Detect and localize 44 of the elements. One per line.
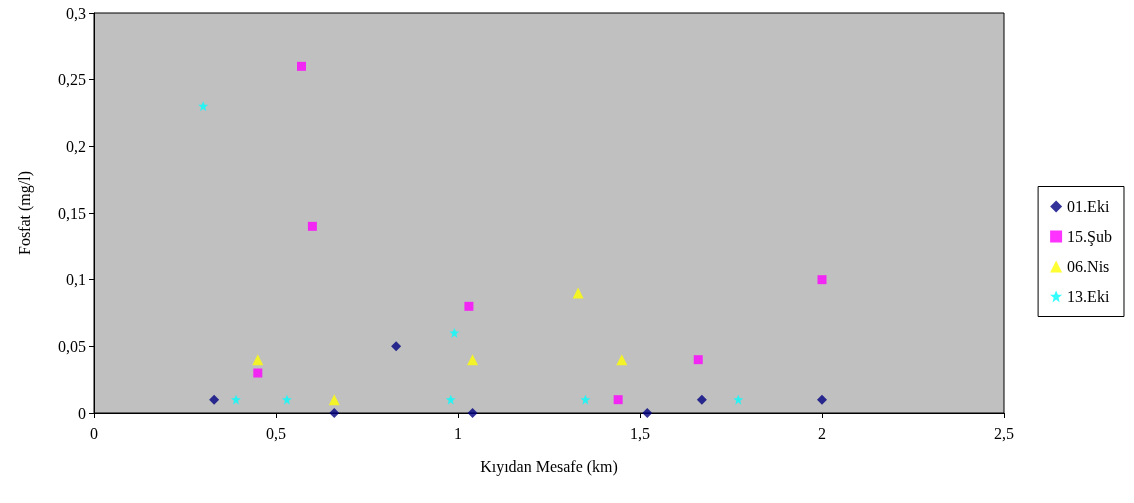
point — [198, 101, 209, 112]
x-tick-label: 0 — [90, 424, 98, 442]
point — [467, 354, 479, 366]
point — [329, 408, 340, 418]
point — [209, 394, 220, 405]
x-tick-label: 2,5 — [994, 424, 1014, 442]
x-tick-label: 1,5 — [630, 424, 650, 442]
point — [642, 408, 653, 418]
point — [253, 368, 263, 378]
point — [296, 61, 306, 71]
y-tick-label: 0,1 — [66, 271, 86, 289]
y-tick-label: 0,2 — [66, 137, 86, 155]
point — [252, 354, 264, 366]
point — [733, 394, 744, 405]
x-axis-title: Kıyıdan Mesafe (km) — [480, 457, 618, 476]
legend-label: 13.Eki — [1067, 288, 1110, 305]
legend-label: 01.Eki — [1067, 198, 1110, 215]
y-tick-label: 0,3 — [66, 4, 86, 22]
y-tick-label: 0,25 — [58, 71, 86, 89]
x-tick-label: 1 — [454, 424, 462, 442]
y-tick-label: 0,15 — [58, 204, 86, 222]
x-tick-label: 0,5 — [266, 424, 286, 442]
point — [613, 395, 623, 405]
point — [391, 341, 402, 352]
point — [467, 408, 478, 418]
x-tick-label: 2 — [818, 424, 826, 442]
point — [445, 394, 456, 405]
point — [230, 394, 241, 405]
point — [580, 394, 591, 405]
point — [616, 354, 628, 366]
y-tick-label: 0 — [78, 404, 86, 422]
y-axis-title: Fosfat (mg/l) — [15, 171, 34, 255]
point — [693, 355, 703, 365]
point — [464, 301, 474, 311]
point — [281, 394, 292, 405]
point — [817, 394, 827, 405]
legend-label: 06.Nis — [1067, 258, 1110, 275]
y-tick-label: 0,05 — [58, 337, 86, 355]
legend-label: 15.Şub — [1067, 228, 1113, 246]
point — [572, 287, 584, 299]
point — [307, 221, 317, 231]
point — [817, 275, 827, 285]
point — [328, 394, 340, 406]
point — [696, 394, 707, 405]
